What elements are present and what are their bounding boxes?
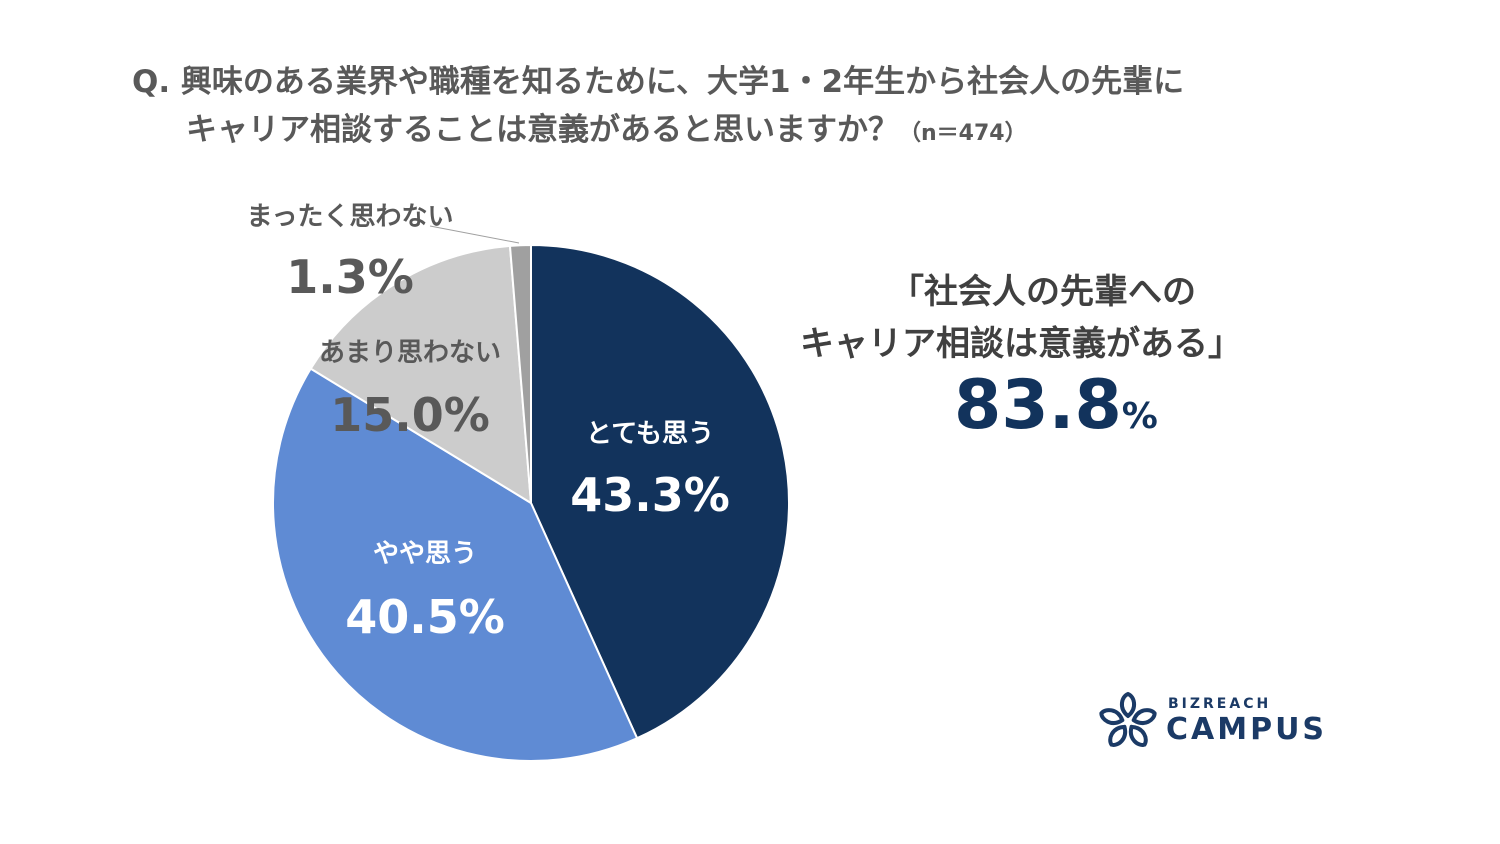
logo-top-text: BIZREACH xyxy=(1168,696,1272,712)
sample-size: （n＝474） xyxy=(899,121,1027,146)
flower-logo-icon xyxy=(1099,691,1157,747)
pie-slice-0 xyxy=(530,243,790,740)
slice-value-1: 40.5% xyxy=(345,590,505,644)
slice-label-1: やや思う xyxy=(372,539,478,569)
logo-bottom-text: CAMPUS xyxy=(1166,712,1328,747)
callout-unit: % xyxy=(1121,396,1158,437)
slice-value-2: 15.0% xyxy=(330,388,490,442)
pie-slice-2 xyxy=(309,244,533,505)
callout-line1: 「社会人の先輩への xyxy=(890,272,1196,312)
chart-title-line1: Q. 興味のある業界や職種を知るために、大学1・2年生から社会人の先輩に xyxy=(132,64,1185,100)
pie-slice-3 xyxy=(508,243,532,504)
callout-value: 83.8% xyxy=(954,366,1158,445)
bizreach-campus-logo: BIZREACH CAMPUS xyxy=(1098,690,1324,750)
chart-title-line2: キャリア相談することは意義があると思いますか？（n＝474） xyxy=(186,104,1027,149)
slice-value-3: 1.3% xyxy=(286,250,414,304)
slice-label-0: とても思う xyxy=(586,419,714,449)
slice-value-0: 43.3% xyxy=(570,468,730,522)
callout-line2: キャリア相談は意義がある」 xyxy=(800,324,1242,364)
slice-label-2: あまり思わない xyxy=(318,338,502,368)
title-text: キャリア相談することは意義があると思いますか？ xyxy=(186,112,899,148)
leader-line xyxy=(429,225,520,244)
pie-slice-1 xyxy=(272,367,639,762)
slice-label-3: まったく思わない xyxy=(246,202,454,232)
callout-number: 83.8 xyxy=(954,366,1122,445)
